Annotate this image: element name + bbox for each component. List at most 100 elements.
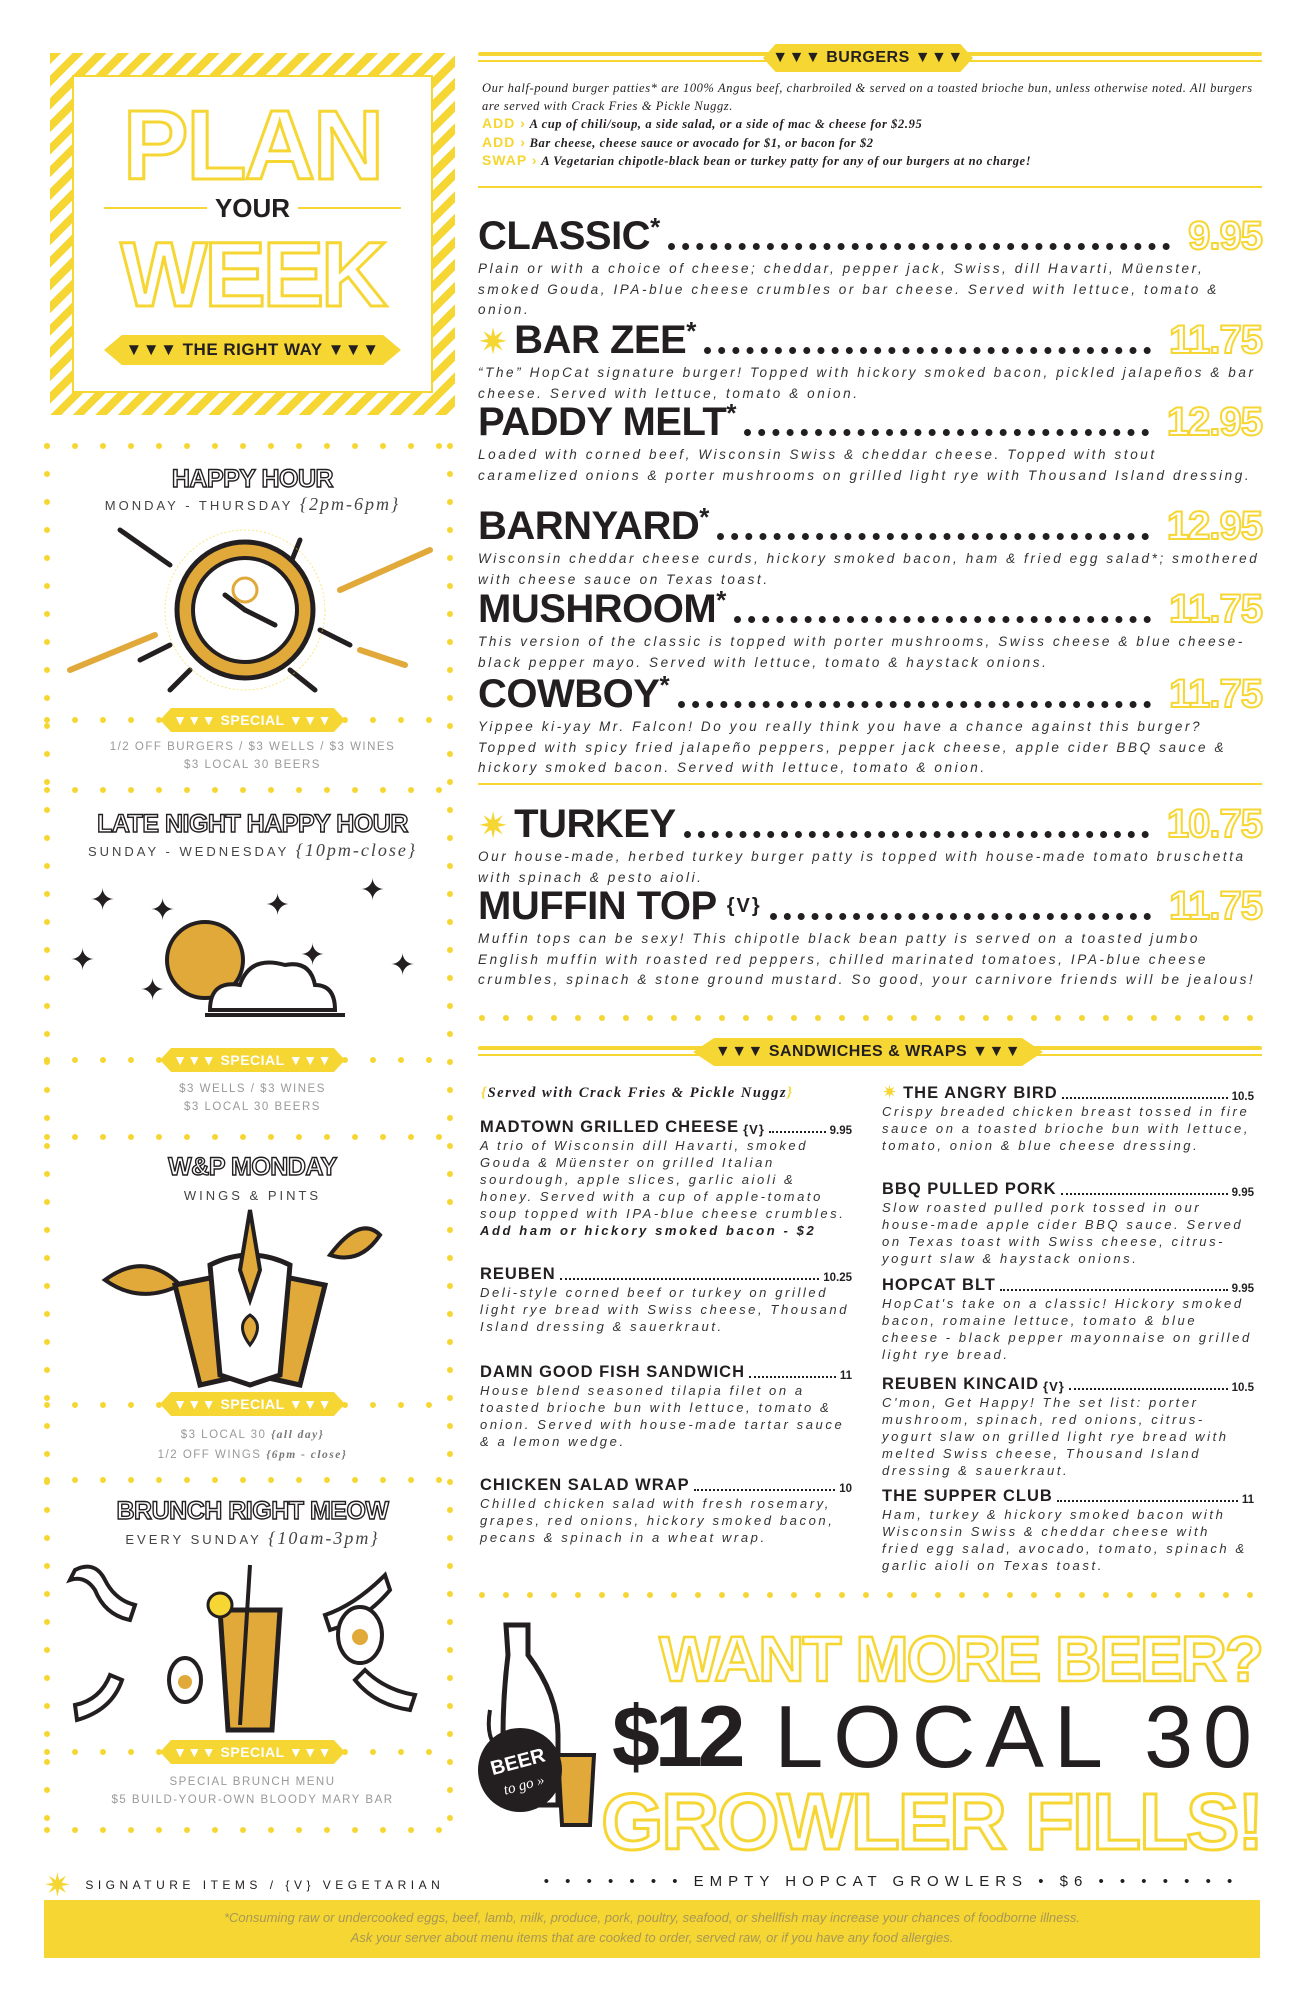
- burger-item: CLASSIC * 9.95 Plain or with a choice of ch…: [478, 212, 1264, 321]
- sandwich-description: Chilled chicken salad with fresh rosemar…: [480, 1496, 835, 1545]
- sandwich-description: Crispy breaded chicken breast tossed in …: [882, 1104, 1251, 1153]
- your-text: YOUR: [206, 193, 299, 223]
- special-badge: ▼▼▼ SPECIAL ▼▼▼: [160, 1392, 345, 1416]
- burger-name: MUFFIN TOP: [478, 884, 717, 928]
- dot-leader: [1060, 1193, 1228, 1195]
- signature-star-icon: ✷: [478, 805, 509, 846]
- burger-description: Our house-made, herbed turkey burger pat…: [478, 849, 1246, 885]
- svg-text:✦: ✦: [390, 948, 415, 983]
- sandwich-item: ✷ THE ANGRY BIRD 10.5 Crispy breaded chicke…: [882, 1082, 1254, 1154]
- vegetarian-mark: {V}: [743, 1122, 765, 1137]
- sandwich-item: REUBEN 10.25 Deli-style corned beef or tur…: [480, 1265, 852, 1335]
- dotted-divider: [479, 1015, 1262, 1021]
- special-badge: ▼▼▼ SPECIAL ▼▼▼: [160, 1740, 345, 1764]
- svg-text:✦: ✦: [90, 883, 115, 918]
- local-30-text: LOCAL 30: [774, 1687, 1262, 1786]
- burger-description: Plain or with a choice of cheese; chedda…: [478, 261, 1219, 317]
- disclaimer-bar: *Consuming raw or undercooked eggs, beef…: [44, 1900, 1260, 1958]
- burger-name: PADDY MELT: [478, 400, 727, 444]
- clock-icon: [67, 527, 433, 693]
- dot-leader: [1061, 1097, 1228, 1099]
- burger-price: 11.75: [1168, 672, 1264, 716]
- sandwich-name: HOPCAT BLT: [882, 1276, 996, 1294]
- burger-option: ADD › Bar cheese, cheese sauce or avocad…: [482, 133, 874, 150]
- burgers-heading: ▼▼▼ BURGERS ▼▼▼: [763, 44, 973, 72]
- dot-leader: [683, 831, 1149, 838]
- burger-description: “The” HopCat signature burger! Topped wi…: [478, 365, 1256, 401]
- brunch-title: BRUNCH RIGHT MEOW: [116, 1496, 390, 1525]
- sandwich-price: 11: [1241, 1494, 1254, 1506]
- burgers-section-header: ▼▼▼ BURGERS ▼▼▼: [478, 44, 1262, 72]
- burger-price: 11.75: [1168, 587, 1264, 631]
- sandwich-item: DAMN GOOD FISH SANDWICH 11 House blend sea…: [480, 1363, 852, 1450]
- burger-option: ADD › A cup of chili/soup, a side salad,…: [482, 115, 923, 131]
- burger-item: MUFFIN TOP {V} 11.75 Muffin tops can be sex…: [478, 882, 1264, 991]
- week-title: WEEK: [119, 224, 389, 326]
- dot-leader: [1056, 1500, 1238, 1502]
- dot-leader: [1068, 1388, 1228, 1390]
- sandwich-name: REUBEN KINCAID: [882, 1375, 1040, 1393]
- burger-price: 9.95: [1187, 214, 1264, 258]
- brunch-specials: SPECIAL BRUNCH MENU $5 BUILD-YOUR-OWN BLO…: [111, 1776, 394, 1806]
- dot-leader: [744, 429, 1149, 436]
- sandwich-price: 9.95: [1231, 1187, 1254, 1199]
- sandwich-price: 9.95: [1231, 1283, 1254, 1295]
- bloody-mary-icon: [66, 1564, 418, 1733]
- burger-name: CLASSIC: [478, 214, 651, 258]
- late-night-title: LATE NIGHT HAPPY HOUR: [96, 809, 409, 838]
- burger-item: ✷ TURKEY 10.75 Our house-made, herbed turke…: [478, 800, 1264, 888]
- dot-leader: [668, 243, 1171, 250]
- wp-monday-specials: $3 LOCAL 30 {all day} 1/2 OFF WINGS {6pm …: [157, 1429, 348, 1461]
- late-night-specials: $3 WELLS / $3 WINES $3 LOCAL 30 BEERS: [179, 1083, 326, 1113]
- sandwich-description: A trio of Wisconsin dill Havarti, smoked…: [480, 1138, 846, 1221]
- burger-name: COWBOY: [478, 672, 660, 716]
- sandwich-item: MADTOWN GRILLED CHEESE {V} 9.95 A trio of W…: [480, 1118, 852, 1239]
- happy-hour-days: MONDAY - THURSDAY {2pm-6pm}: [104, 494, 401, 514]
- sandwich-price: 9.95: [829, 1125, 852, 1137]
- dot-leader: [734, 616, 1152, 623]
- burger-description: Muffin tops can be sexy! This chipotle b…: [478, 931, 1256, 987]
- dot-leader: [999, 1289, 1228, 1291]
- divider: [478, 783, 1262, 785]
- svg-text:✦: ✦: [70, 943, 95, 978]
- chicken-beer-icon: [101, 1209, 383, 1388]
- dot-leader: [677, 701, 1152, 708]
- plan-title: PLAN: [122, 90, 386, 200]
- sandwich-price: 10.5: [1231, 1091, 1254, 1103]
- sandwiches-section-header: ▼▼▼ SANDWICHES & WRAPS ▼▼▼: [478, 1038, 1262, 1066]
- burgers-intro: Our half-pound burger patties* are 100% …: [482, 80, 1262, 171]
- sandwich-item: CHICKEN SALAD WRAP 10 Chilled chicken sala…: [480, 1476, 852, 1546]
- sandwich-description: HopCat's take on a classic! Hickory smok…: [882, 1296, 1252, 1362]
- dot-leader: [559, 1278, 820, 1280]
- happy-hour-title: HAPPY HOUR: [171, 464, 334, 493]
- growler-icon: BEER to go »: [478, 1622, 597, 1827]
- special-badge: ▼▼▼ SPECIAL ▼▼▼: [160, 1048, 345, 1072]
- sandwich-name: THE SUPPER CLUB: [882, 1487, 1053, 1505]
- sandwich-description: C'mon, Get Happy! The set list: porter m…: [882, 1395, 1229, 1478]
- sandwich-item: HOPCAT BLT 9.95 HopCat's take on a classic…: [882, 1276, 1254, 1363]
- growler-fills: GROWLER FILLS!: [600, 1776, 1266, 1868]
- vegetarian-mark: {V}: [726, 895, 762, 917]
- burger-option: SWAP › A Vegetarian chipotle-black bean …: [482, 152, 1032, 168]
- burger-price: 10.75: [1166, 802, 1264, 846]
- burger-item: BARNYARD * 12.95 Wisconsin cheddar cheese c…: [478, 502, 1264, 590]
- vegetarian-mark: {V}: [1043, 1379, 1065, 1394]
- wp-monday-title: W&P MONDAY: [167, 1152, 338, 1181]
- right-way-badge: ▼▼▼ THE RIGHT WAY ▼▼▼: [104, 335, 401, 365]
- burger-name: TURKEY: [514, 802, 676, 846]
- divider: [478, 186, 1262, 188]
- sandwich-name: BBQ PULLED PORK: [882, 1180, 1057, 1198]
- dot-leader: [768, 1131, 826, 1133]
- burger-price: 11.75: [1168, 318, 1264, 362]
- svg-text:✦: ✦: [360, 873, 385, 908]
- sandwich-name: CHICKEN SALAD WRAP: [480, 1476, 690, 1494]
- dot-leader: [704, 347, 1152, 354]
- burger-item: COWBOY * 11.75 Yippee ki-yay Mr. Falcon! Do…: [478, 670, 1264, 779]
- signature-star-icon: ✷: [478, 321, 509, 362]
- svg-text:✦: ✦: [265, 888, 290, 923]
- burger-item: ✷ BAR ZEE * 11.75 “The” HopCat signature bur…: [478, 316, 1264, 404]
- legend: ✷ SIGNATURE ITEMS / {V} VEGETARIAN: [44, 1867, 445, 1903]
- sandwich-addon: Add ham or hickory smoked bacon - $2: [480, 1223, 817, 1238]
- sandwich-description: Slow roasted pulled pork tossed in our h…: [882, 1200, 1244, 1266]
- burger-name: BARNYARD: [478, 504, 700, 548]
